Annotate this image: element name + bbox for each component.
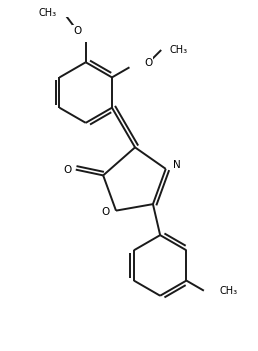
Text: O: O bbox=[101, 207, 109, 217]
Text: O: O bbox=[63, 165, 71, 175]
Text: O: O bbox=[144, 58, 152, 68]
Text: N: N bbox=[173, 160, 180, 170]
Text: CH₃: CH₃ bbox=[39, 8, 57, 18]
Text: O: O bbox=[73, 26, 81, 35]
Text: CH₃: CH₃ bbox=[170, 45, 188, 55]
Text: CH₃: CH₃ bbox=[220, 286, 238, 296]
